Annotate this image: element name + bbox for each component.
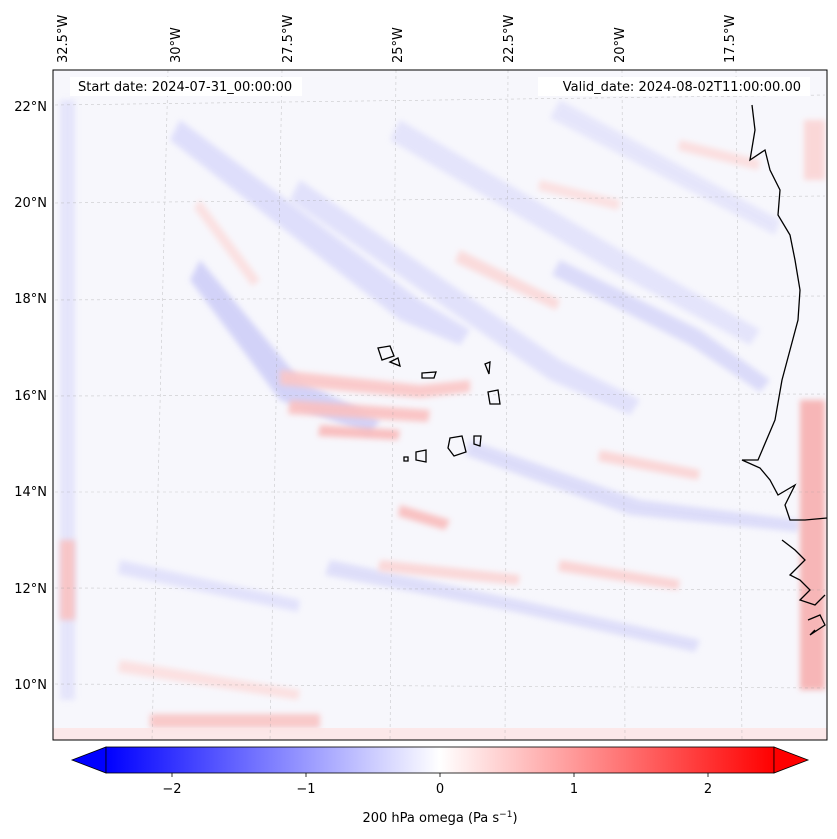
coastlines	[377, 104, 827, 636]
colorbar-gradient	[105, 746, 775, 774]
colorbar-tick-2: 2	[704, 782, 712, 797]
lon-label-17.5w: 17.5°W	[723, 15, 738, 63]
start-date-box	[70, 77, 302, 96]
lon-label-22.5w: 22.5°W	[502, 15, 517, 63]
lat-label-10n: 10°N	[14, 678, 47, 693]
colorbar-title: 200 hPa omega (Pa s−1)	[362, 810, 517, 826]
valid-date-box	[538, 77, 810, 96]
colorbar: −2 −1 0 1 2 200 hPa omega (Pa s−1)	[70, 746, 810, 826]
colorbar-tick-minus2: −2	[162, 782, 181, 797]
colorbar-extend-low	[70, 746, 107, 774]
omega-field	[53, 70, 827, 740]
lon-label-32.5w: 32.5°W	[56, 15, 71, 63]
lat-label-12n: 12°N	[14, 582, 47, 597]
lon-label-25w: 25°W	[391, 27, 406, 63]
colorbar-tick-0: 0	[436, 782, 444, 797]
map-background	[53, 70, 827, 740]
graticule	[54, 70, 826, 740]
lon-label-20w: 20°W	[613, 27, 628, 63]
colorbar-extend-high	[773, 746, 810, 774]
colorbar-ticks	[171, 773, 709, 777]
lon-label-27.5w: 27.5°W	[281, 15, 296, 63]
colorbar-title-close: )	[512, 811, 517, 826]
map-panel: Start date: 2024-07-31_00:00:00 Valid_da…	[14, 15, 828, 741]
lat-label-18n: 18°N	[14, 292, 47, 307]
colorbar-tick-1: 1	[570, 782, 578, 797]
colorbar-title-superscript: −1	[499, 810, 512, 820]
colorbar-tick-minus1: −1	[296, 782, 315, 797]
lat-label-22n: 22°N	[14, 100, 47, 115]
lat-label-16n: 16°N	[14, 389, 47, 404]
lon-label-30w: 30°W	[169, 27, 184, 63]
start-date-text: Start date: 2024-07-31_00:00:00	[78, 80, 292, 95]
map-frame	[52, 69, 828, 741]
lat-label-14n: 14°N	[14, 485, 47, 500]
valid-date-text: Valid_date: 2024-08-02T11:00:00.00	[563, 80, 801, 95]
lat-label-20n: 20°N	[14, 196, 47, 211]
colorbar-title-main: 200 hPa omega (Pa s	[362, 811, 499, 826]
